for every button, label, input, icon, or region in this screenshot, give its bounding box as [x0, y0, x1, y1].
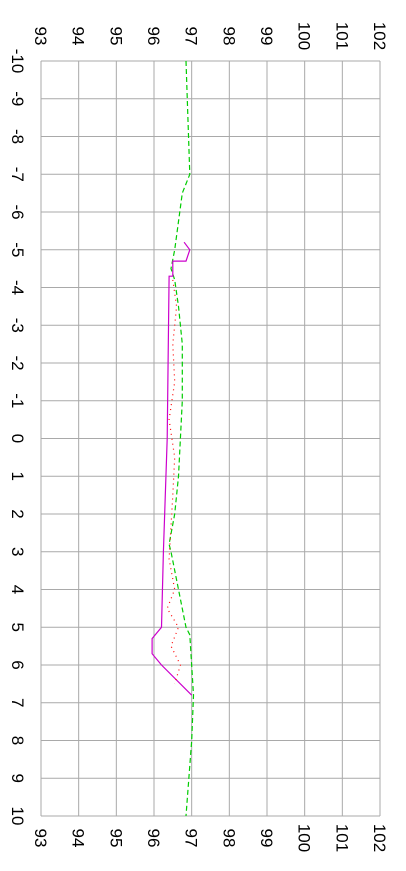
value-tick-label: 100 [295, 824, 314, 852]
value-tick-label: 102 [370, 824, 389, 852]
distance-tick-label: -2 [8, 355, 27, 370]
distance-tick-label: 3 [8, 547, 27, 556]
distance-tick-label: -7 [8, 167, 27, 182]
distance-tick-label: -3 [8, 318, 27, 333]
value-tick-label: 99 [257, 27, 276, 46]
series-line-1 [151, 241, 193, 696]
distance-tick-label: 8 [8, 736, 27, 745]
value-tick-label: 96 [144, 829, 163, 848]
value-tick-label: 102 [370, 22, 389, 50]
value-tick-label: 99 [257, 829, 276, 848]
distance-tick-label: 2 [8, 509, 27, 518]
distance-tick-label: -6 [8, 204, 27, 219]
series-layer [151, 60, 195, 817]
distance-tick-label: 4 [8, 585, 27, 594]
value-tick-label: 95 [106, 27, 125, 46]
value-tick-label: 93 [31, 829, 50, 848]
distance-tick-label: 6 [8, 660, 27, 669]
value-tick-label: 95 [106, 829, 125, 848]
distance-tick-label: 0 [8, 434, 27, 443]
distance-tick-label: 9 [8, 774, 27, 783]
value-tick-label: 97 [182, 27, 201, 46]
value-tick-label: 101 [332, 22, 351, 50]
series-line-2 [166, 279, 182, 685]
distance-tick-label: 1 [8, 472, 27, 481]
distance-tick-label: 10 [8, 807, 27, 826]
value-tick-label: 101 [332, 824, 351, 852]
value-tick-label: 100 [295, 22, 314, 50]
distance-tick-label: 7 [8, 698, 27, 707]
distance-tick-label: -4 [8, 280, 27, 295]
value-tick-label: 97 [182, 829, 201, 848]
distance-tick-label: -1 [8, 393, 27, 408]
value-tick-label: 98 [219, 27, 238, 46]
distance-tick-label: -10 [8, 49, 27, 74]
value-tick-label: 96 [144, 27, 163, 46]
value-tick-label: 98 [219, 829, 238, 848]
value-tick-label: 93 [31, 27, 50, 46]
distance-tick-label: -5 [8, 242, 27, 257]
tick-labels: 9393949495959696979798989999100100101101… [8, 22, 389, 852]
series-line-0 [168, 60, 195, 817]
grid [40, 60, 381, 817]
distance-tick-label: -9 [8, 91, 27, 106]
value-tick-label: 94 [69, 829, 88, 848]
value-tick-label: 94 [69, 27, 88, 46]
distance-tick-label: -8 [8, 129, 27, 144]
distance-tick-label: 5 [8, 623, 27, 632]
